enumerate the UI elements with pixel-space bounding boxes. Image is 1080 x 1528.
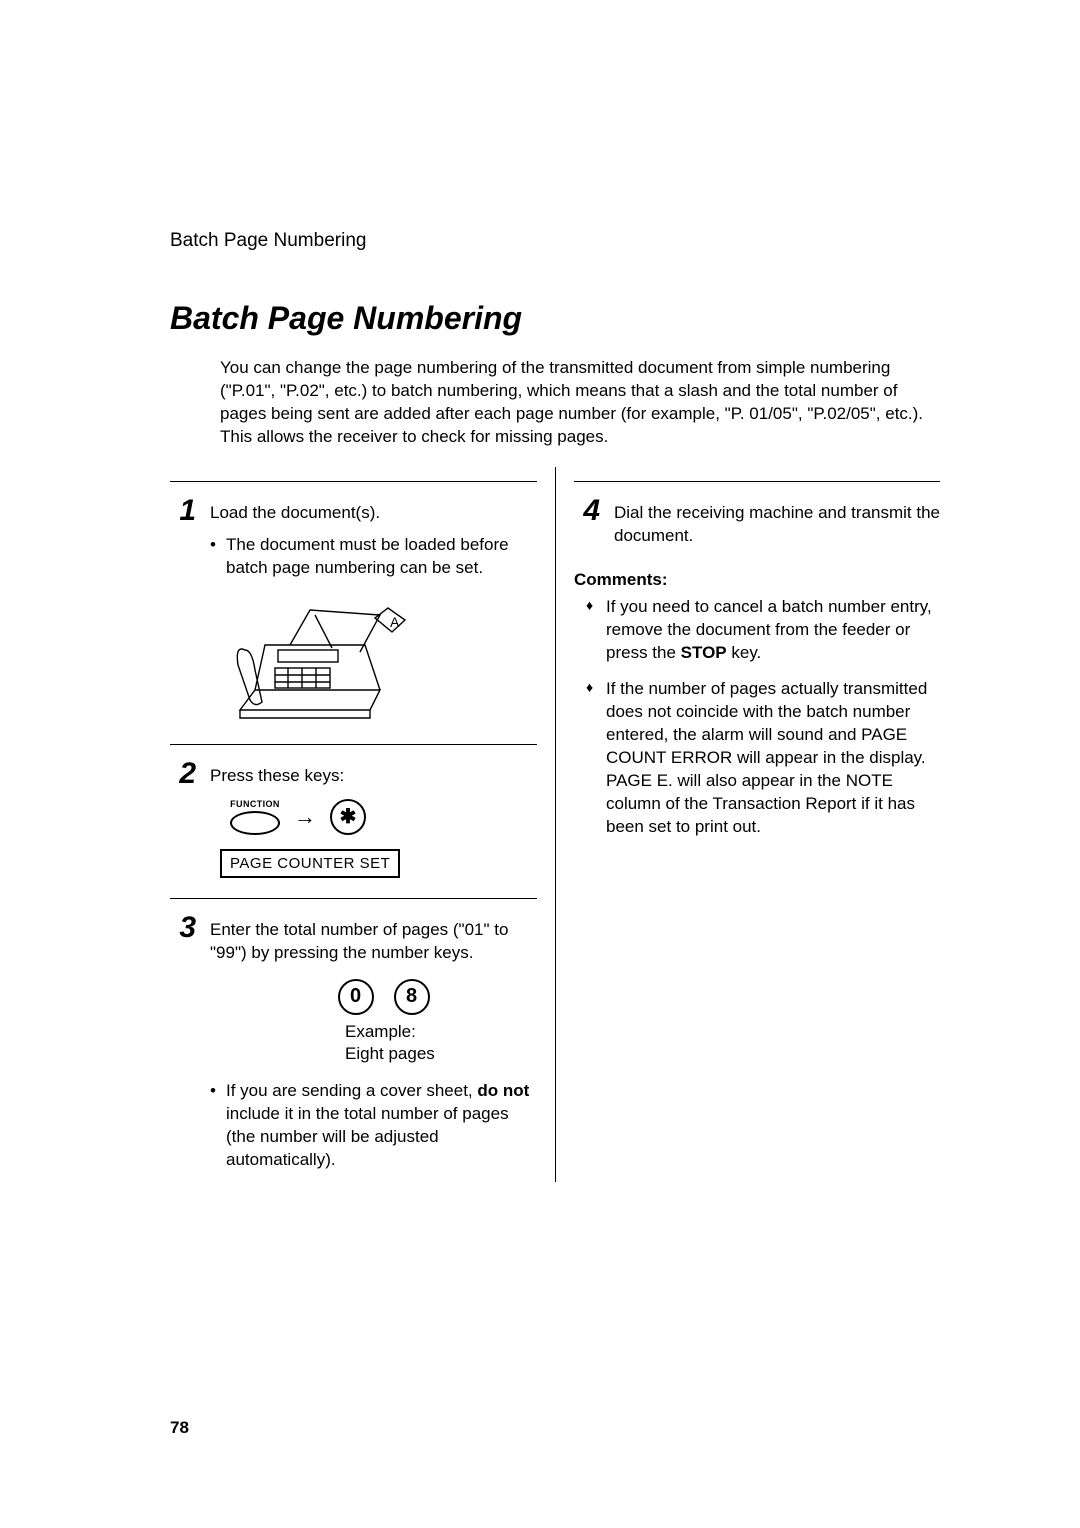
example-text: Example: Eight pages [345, 1021, 537, 1067]
rule [170, 744, 537, 745]
step-text: Load the document(s). [210, 496, 380, 525]
step-4: 4 Dial the receiving machine and transmi… [574, 496, 940, 548]
lcd-display: PAGE COUNTER SET [220, 849, 400, 878]
digit-key-0: 0 [338, 979, 374, 1015]
example-value: Eight pages [345, 1044, 435, 1063]
star-key: ✱ [330, 799, 366, 835]
arrow-icon: → [294, 806, 316, 828]
step-3: 3 Enter the total number of pages ("01" … [170, 913, 537, 965]
bullet-text-post: include it in the total number of pages … [226, 1104, 509, 1169]
right-column: 4 Dial the receiving machine and transmi… [555, 467, 940, 1182]
bullet-text-bold: do not [477, 1081, 529, 1100]
bullet-item: If you are sending a cover sheet, do not… [210, 1080, 537, 1172]
comment-item: If you need to cancel a batch number ent… [586, 596, 940, 665]
step-number: 4 [574, 496, 600, 526]
step-text: Press these keys: [210, 759, 344, 788]
step-number: 3 [170, 913, 196, 943]
rule [574, 481, 940, 482]
step-text: Dial the receiving machine and transmit … [614, 496, 940, 548]
comments-heading: Comments: [574, 570, 940, 590]
digit-keys: 0 8 [230, 979, 537, 1015]
fax-machine-illustration: A [220, 590, 420, 730]
comment-text-post: key. [727, 643, 762, 662]
step-2: 2 Press these keys: [170, 759, 537, 789]
comment-text-pre: If you need to cancel a batch number ent… [606, 597, 932, 662]
comment-item: If the number of pages actually transmit… [586, 678, 940, 839]
intro-paragraph: You can change the page numbering of the… [220, 357, 930, 449]
bullet-item: The document must be loaded before batch… [210, 534, 537, 580]
svg-text:A: A [390, 614, 400, 630]
rule [170, 898, 537, 899]
page-title: Batch Page Numbering [170, 300, 940, 337]
digit-key-8: 8 [394, 979, 430, 1015]
content-columns: 1 Load the document(s). The document mus… [170, 467, 940, 1182]
step-text: Enter the total number of pages ("01" to… [210, 913, 537, 965]
key-sequence: FUNCTION → ✱ [230, 799, 537, 835]
page-number: 78 [170, 1418, 189, 1438]
function-label: FUNCTION [230, 799, 280, 809]
function-key: FUNCTION [230, 799, 280, 835]
example-label: Example: [345, 1022, 416, 1041]
step-1-bullets: The document must be loaded before batch… [210, 534, 537, 580]
left-column: 1 Load the document(s). The document mus… [170, 467, 555, 1182]
bullet-text-pre: If you are sending a cover sheet, [226, 1081, 477, 1100]
step-1: 1 Load the document(s). [170, 496, 537, 526]
oval-button-icon [230, 811, 280, 835]
step-number: 2 [170, 759, 196, 789]
comments-list: If you need to cancel a batch number ent… [586, 596, 940, 839]
rule [170, 481, 537, 482]
step-3-bullets: If you are sending a cover sheet, do not… [210, 1080, 537, 1172]
comment-text-bold: STOP [681, 643, 727, 662]
running-header: Batch Page Numbering [170, 230, 940, 252]
step-number: 1 [170, 496, 196, 526]
